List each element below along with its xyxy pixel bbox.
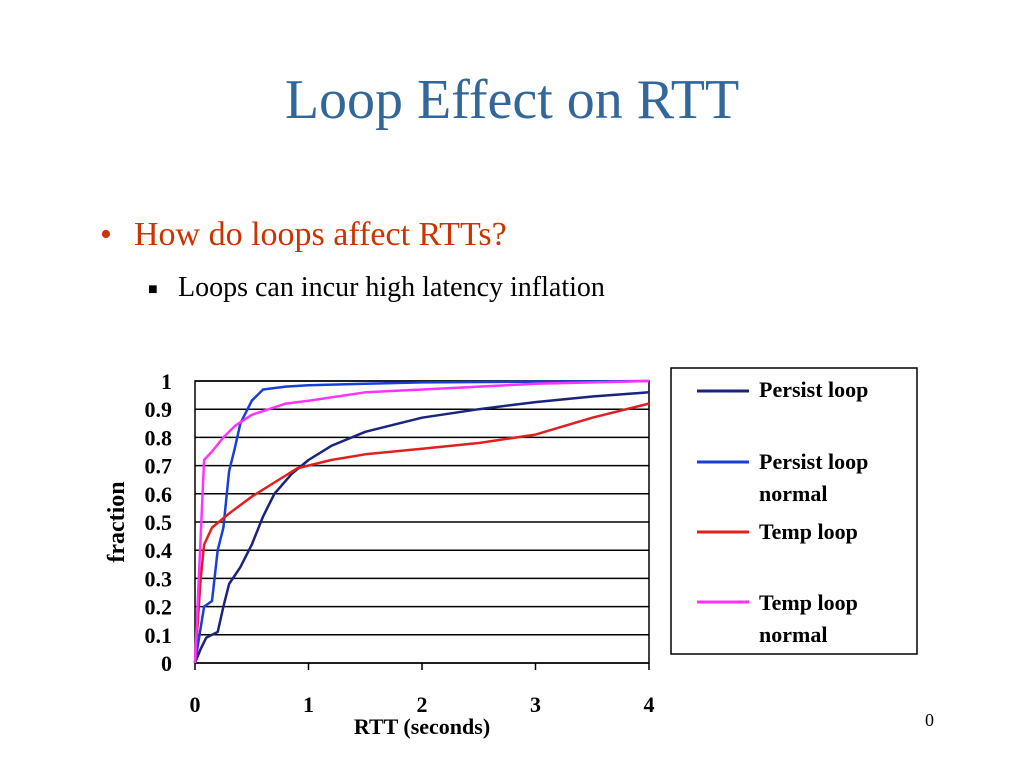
legend-label: normal	[759, 622, 827, 647]
x-tick-label: 3	[530, 692, 541, 717]
y-tick-label: 0.8	[145, 425, 173, 450]
series-line	[193, 391, 650, 664]
x-tick-label: 4	[644, 692, 655, 717]
bullet-level2: ■ Loops can incur high latency inflation	[148, 272, 605, 304]
y-tick-label: 0.9	[145, 397, 173, 422]
y-axis-label: fraction	[104, 481, 130, 562]
legend-label: Persist loop	[759, 377, 868, 402]
bullet-level2-text: Loops can incur high latency inflation	[178, 272, 605, 303]
x-tick-label: 1	[303, 692, 314, 717]
y-tick-label: 0.3	[145, 566, 173, 591]
page-number: 0	[925, 710, 934, 730]
x-tick-label: 2	[417, 692, 428, 717]
y-tick-label: 0	[161, 651, 172, 676]
y-tick-label: 0.1	[145, 623, 173, 648]
y-tick-label: 0.2	[145, 595, 173, 620]
bullet-level1-text: How do loops affect RTTs?	[134, 216, 507, 253]
series-line	[193, 402, 650, 664]
y-tick-label: 1	[161, 369, 172, 394]
x-axis-label: RTT (seconds)	[354, 714, 490, 739]
bullet-dot-icon: •	[100, 216, 112, 253]
y-tick-label: 0.5	[145, 510, 173, 535]
legend-box	[670, 367, 918, 655]
bullet-level1: • How do loops affect RTTs?	[100, 216, 507, 254]
y-tick-label: 0.4	[145, 538, 173, 563]
x-tick-label: 0	[190, 692, 201, 717]
slide-title: Loop Effect on RTT	[284, 69, 740, 131]
legend-label: Persist loop	[759, 449, 868, 474]
legend-label: normal	[759, 481, 827, 506]
bullet-square-icon: ■	[148, 280, 158, 298]
legend-label: Temp loop	[759, 519, 858, 544]
y-tick-label: 0.6	[145, 482, 173, 507]
y-tick-label: 0.7	[145, 454, 173, 479]
series-line	[193, 379, 650, 664]
legend-label: Temp loop	[759, 590, 858, 615]
